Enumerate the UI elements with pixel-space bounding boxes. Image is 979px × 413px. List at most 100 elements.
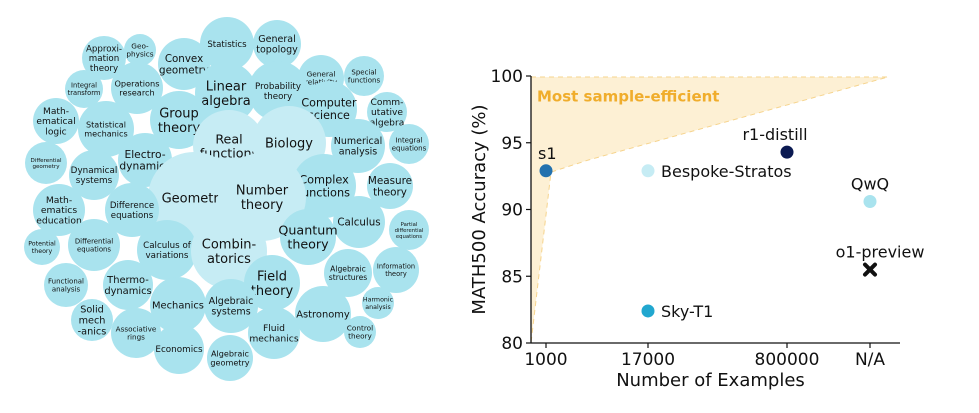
bubble-calculus-of-variations: Calculus of variations — [137, 220, 197, 280]
bubble-circle — [111, 308, 161, 358]
bubble-partial-differential-equations: Partial differential equations — [389, 210, 429, 250]
bubble-circle — [33, 98, 79, 144]
y-tick-label: 80 — [501, 334, 523, 354]
bubble-circle — [33, 184, 85, 236]
bubble-algebraic-geometry: Algebraic geometry — [207, 335, 253, 381]
bubble-label: Information theory — [377, 263, 415, 278]
bubble-circle — [111, 62, 163, 114]
bubble-circle — [200, 17, 254, 71]
bubble-circle — [389, 210, 429, 250]
bubble-algebraic-systems: Algebraic systems — [204, 279, 258, 333]
bubble-complex-functions: Complex functions — [292, 154, 356, 218]
bubble-label: Thermo-dynamics — [104, 275, 151, 297]
bubble-circle — [373, 247, 419, 293]
bubble-circle — [78, 101, 134, 157]
y-tick-label: 100 — [491, 67, 523, 87]
bubble-label: Field theory — [251, 269, 294, 299]
bubble-label: General topology — [256, 34, 298, 56]
bubble-circle — [195, 62, 257, 124]
bubble-circle — [204, 279, 258, 333]
bubble-solid-mech-anics: Solid mech -anics — [71, 299, 113, 341]
bubble-label: Algebraic geometry — [210, 348, 249, 367]
bubble-thermo-dynamics: Thermo-dynamics — [103, 260, 153, 310]
bubble-numerical-analysis: Numerical analysis — [331, 119, 385, 173]
bubble-label: Math-ematical logic — [36, 107, 75, 137]
bubble-label: Solid mech -anics — [78, 305, 107, 338]
bubble-label: Differential equations — [75, 238, 113, 254]
x-tick-label: 1000 — [524, 350, 567, 370]
bubble-label: Biology — [265, 137, 313, 152]
bubble-label: Group theory — [158, 106, 201, 136]
bubble-circle — [367, 92, 407, 132]
bubble-label: Measure theory — [368, 175, 412, 199]
bubble-general-topology: General topology — [253, 20, 301, 68]
bubble-circle — [158, 38, 210, 90]
point-label: s1 — [538, 144, 557, 163]
bubble-label: Linear algebra — [201, 79, 250, 109]
point-label: Sky-T1 — [661, 302, 713, 321]
bubble-label: Harmonic analysis — [363, 297, 394, 311]
bubble-label: Numerical analysis — [334, 136, 382, 158]
bubble-math-ematical-logic: Math-ematical logic — [33, 98, 79, 144]
bubble-label: Dynamical systems — [71, 166, 118, 186]
point-marker — [641, 304, 655, 318]
x-tick-label: 800000 — [755, 350, 820, 370]
bubble-circle — [154, 324, 204, 374]
point-bespoke-stratos: Bespoke-Stratos — [641, 162, 792, 181]
bubble-group-theory: Group theory — [150, 91, 208, 149]
bubble-potential-theory: Potential theory — [24, 229, 60, 265]
bubble-difference-equations: Difference equations — [105, 183, 159, 237]
bubble-field-theory: Field theory — [244, 255, 300, 311]
bubble-circle — [292, 154, 356, 218]
point-marker — [539, 164, 553, 178]
bubble-circle — [333, 196, 385, 248]
bubble-functional-analysis: Functional analysis — [44, 263, 88, 307]
bubble-label: Statistical mechanics — [84, 119, 127, 138]
bubble-label: Functional analysis — [48, 278, 84, 294]
bubble-label: Geo-physics — [126, 42, 153, 59]
bubble-fluid-mechanics: Fluid mechanics — [248, 307, 300, 359]
bubble-circle — [362, 287, 394, 319]
point-r1-distill: r1-distill — [742, 125, 808, 159]
point-label: Bespoke-Stratos — [661, 162, 792, 181]
bubble-label: Integral transform — [68, 82, 101, 98]
x-tick-label: 17000 — [621, 350, 675, 370]
bubble-circle — [65, 70, 103, 108]
bubble-convex-geometry: Convex geometry — [158, 38, 210, 90]
bubble-differential-equations: Differential equations — [68, 219, 120, 271]
bubble-measure-theory: Measure theory — [367, 163, 413, 209]
bubble-circle — [69, 150, 119, 200]
bubble-label: Partial differential equations — [395, 222, 424, 240]
bubble-circle — [24, 229, 60, 265]
bubble-label: Operations research — [114, 78, 159, 97]
bubble-circle — [25, 142, 67, 184]
bubble-label: Number theory — [236, 183, 289, 213]
bubble-circle — [71, 299, 113, 341]
bubble-circle — [244, 255, 300, 311]
point-qwq: QwQ — [851, 174, 889, 208]
bubble-integral-equations: Integral equations — [389, 124, 429, 164]
bubble-circle — [137, 220, 197, 280]
bubble-label: Differential geometry — [30, 158, 61, 170]
point-o1-preview: o1-preview — [836, 243, 925, 277]
bubble-approxi-mation-theory: Approxi-mation theory — [82, 36, 126, 80]
bubble-label: Integral equations — [392, 137, 427, 153]
point-marker — [863, 262, 877, 277]
region-label: Most sample-efficient — [537, 87, 719, 105]
bubble-astronomy: Astronomy — [295, 286, 351, 342]
bubble-label: Economics — [155, 345, 203, 355]
bubble-dynamical-systems: Dynamical systems — [69, 150, 119, 200]
bubble-mechanics: Mechanics — [150, 277, 206, 333]
bubble-label: Complex functions — [298, 174, 350, 200]
bubble-label: Astronomy — [296, 310, 350, 321]
point-marker — [780, 145, 794, 159]
bubble-associative-rings: Associative rings — [111, 308, 161, 358]
point-label: QwQ — [851, 174, 889, 193]
point-label: o1-preview — [836, 243, 925, 262]
bubble-circle — [367, 163, 413, 209]
bubble-circle — [150, 277, 206, 333]
bubble-label: Geometry — [162, 192, 227, 207]
x-axis-label: Number of Examples — [616, 370, 805, 391]
